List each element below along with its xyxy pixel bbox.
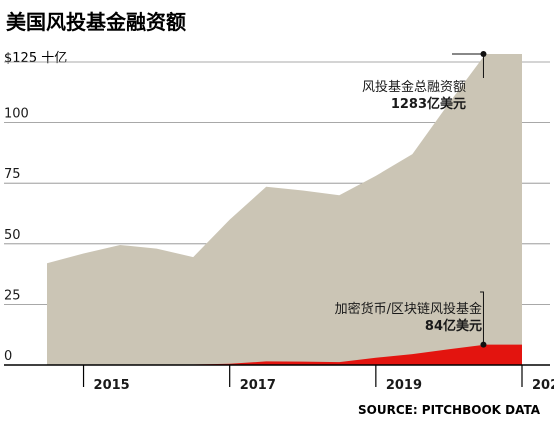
total-annotation-marker <box>480 51 487 58</box>
y-tick-label-75: 75 <box>4 167 21 182</box>
chart-title: 美国风投基金融资额 <box>6 10 186 34</box>
crypto-funding-area <box>47 344 522 365</box>
y-tick-label-0: 0 <box>4 349 12 364</box>
crypto-annotation-leader <box>480 291 484 345</box>
tick-labels: 0 25 50 75 100 2015 2017 2019 2021 <box>4 107 554 393</box>
x-axis <box>4 364 550 387</box>
source-credit: SOURCE: PITCHBOOK DATA <box>358 403 541 417</box>
y-tick-label-100: 100 <box>4 107 29 122</box>
crypto-annotation-value: 84亿美元 <box>425 318 482 334</box>
total-funding-area <box>47 54 522 365</box>
total-annotation-label: 风投基金总融资额 <box>362 79 466 95</box>
x-tick-label-2019: 2019 <box>386 378 422 393</box>
total-annotation-value: 1283亿美元 <box>391 96 466 112</box>
y-axis-unit-label: $125 十亿 <box>4 51 67 66</box>
series-areas <box>47 54 522 365</box>
x-tick-label-2015: 2015 <box>94 378 130 393</box>
x-tick-label-2021: 2021 <box>532 378 554 393</box>
crypto-annotation-label: 加密货币/区块链风投基金 <box>335 301 482 317</box>
y-tick-label-25: 25 <box>4 288 21 303</box>
y-tick-label-50: 50 <box>4 228 21 243</box>
x-tick-label-2017: 2017 <box>240 378 276 393</box>
crypto-annotation-marker <box>480 341 487 348</box>
